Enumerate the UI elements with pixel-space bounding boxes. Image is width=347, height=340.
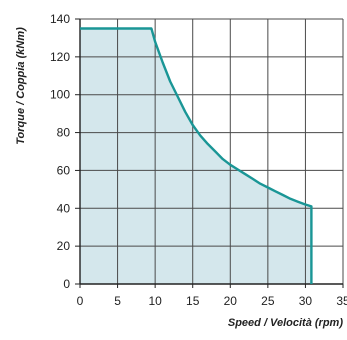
y-tick-label: 80 [57,126,71,140]
y-tick-label: 140 [50,12,70,26]
torque-curve [80,27,313,284]
tick-labels: 0 20 40 60 80 100 120 140 0 5 10 15 20 25 30 35 [50,12,347,308]
x-tick-label: 10 [148,294,162,308]
plot-area [75,18,344,288]
curve-fill [80,28,312,284]
y-tick-label: 100 [50,88,70,102]
y-tick-label: 20 [57,239,71,253]
y-axis-title: Torque / Coppia (kNm) [15,27,27,145]
x-tick-label: 5 [114,294,121,308]
x-tick-label: 20 [224,294,238,308]
y-tick-label: 0 [63,277,70,291]
x-tick-label: 15 [186,294,200,308]
x-tick-label: 30 [299,294,313,308]
x-tick-label: 35 [336,294,347,308]
y-tick-label: 60 [57,163,71,177]
y-tick-label: 120 [50,50,70,64]
x-tick-label: 25 [261,294,275,308]
x-axis-title: Speed / Velocità (rpm) [228,317,343,329]
x-tick-label: 0 [77,294,84,308]
y-tick-label: 40 [57,201,71,215]
